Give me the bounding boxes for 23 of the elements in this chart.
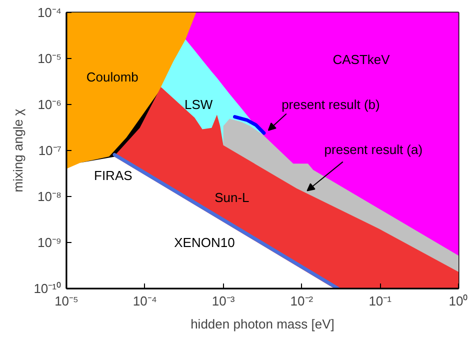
series-label: Sun-L	[214, 190, 250, 205]
x-tick-label: 10⁰	[448, 294, 468, 308]
series-label: LSW	[184, 96, 214, 112]
series-label: CASTkeV	[332, 52, 390, 67]
y-tick-label: 10⁻¹⁰	[34, 281, 62, 296]
series-label: Coulomb	[86, 69, 138, 84]
y-tick-label: 10⁻⁸	[38, 189, 62, 204]
x-tick-label: 10⁻⁵	[54, 294, 78, 308]
x-tick-label: 10⁻⁴	[132, 294, 157, 308]
y-tick-label: 10⁻⁹	[37, 235, 62, 250]
series-label: FIRAS	[94, 168, 133, 183]
x-tick-label: 10⁻¹	[368, 294, 392, 308]
y-tick-label: 10⁻⁵	[38, 51, 62, 66]
x-tick-label: 10⁻³	[212, 294, 236, 308]
series-label: XENON10	[174, 234, 235, 250]
y-tick-label: 10⁻⁷	[38, 143, 62, 158]
text: present result (b)	[282, 96, 380, 112]
x-axis-title: hidden photon mass [eV]	[190, 316, 334, 332]
y-tick-label: 10⁻⁴	[37, 5, 62, 20]
x-tick-label: 10⁻²	[290, 294, 314, 308]
y-tick-label: 10⁻⁶	[38, 97, 62, 112]
series-label: present result (a)	[324, 142, 423, 158]
y-axis-title: mixing angle χ	[10, 108, 26, 192]
